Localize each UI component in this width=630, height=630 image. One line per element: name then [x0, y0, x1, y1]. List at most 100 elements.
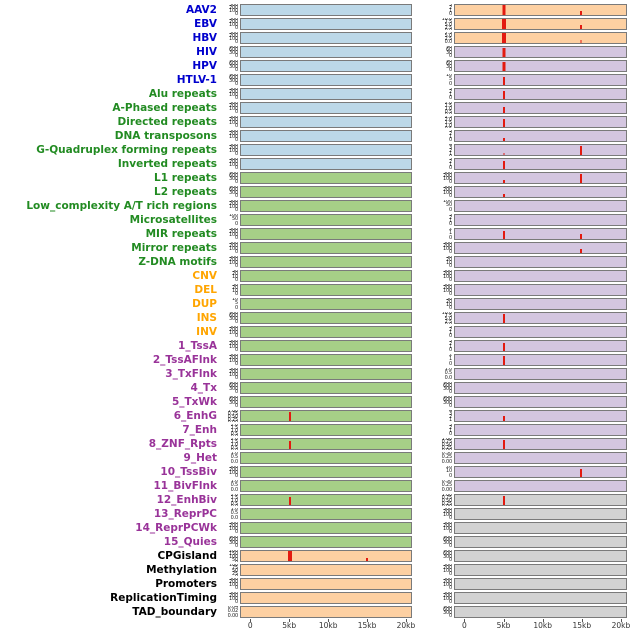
track-panel-left — [240, 60, 412, 72]
y-tick-label: 200 — [229, 369, 238, 376]
signal-peak — [288, 497, 291, 505]
y-tick-label: 100 — [443, 596, 452, 603]
signal-peak — [503, 152, 505, 155]
y-axis-ticks-right: 10.07.55.02.50.0 — [412, 18, 454, 30]
y-axis-ticks-left: 1.0 0.5 0.0 — [220, 452, 240, 464]
x-tick-label: 20kb — [396, 621, 416, 630]
y-axis-ticks-left: 1.0 0.5 0.0 — [220, 508, 240, 520]
y-tick-label: 30 — [446, 256, 452, 260]
signal-peak — [580, 146, 583, 155]
y-tick-label: 200 — [229, 550, 238, 554]
y-tick-label: 2 — [449, 89, 452, 96]
signal-peak — [502, 230, 505, 239]
track-row: Low_complexity A/T rich regions 300 200 100… — [0, 199, 630, 213]
y-axis-ticks-left: 300 200 100 0 — [220, 256, 240, 268]
y-tick-label: 30 — [446, 50, 452, 57]
track-panel-left — [240, 536, 412, 548]
x-tick-label: 0 — [461, 621, 467, 630]
track-row: Inverted repeats 300 200 100 0 3 2 1 0 — [0, 157, 630, 171]
y-tick-label: 150 — [229, 551, 238, 558]
track-panel-right — [454, 298, 627, 310]
track-panel-left — [240, 18, 412, 30]
track-label: 10_TssBiv — [160, 466, 217, 478]
y-tick-label: 200 — [229, 19, 238, 26]
track-label: A-Phased repeats — [112, 102, 217, 114]
y-tick-label: 3 — [449, 214, 452, 218]
track-panel-right — [454, 326, 627, 338]
track-panel-right — [454, 172, 627, 184]
y-tick-label: 200 — [443, 593, 452, 600]
y-tick-label: 0.0 — [230, 486, 239, 492]
y-tick-label: 100 — [229, 204, 238, 211]
y-tick-label: 600 — [443, 397, 452, 404]
y-tick-label: 300 — [443, 386, 452, 393]
x-tick-label: 20kb — [611, 621, 630, 630]
track-panel-right — [454, 256, 627, 268]
y-tick-label: 0 — [449, 403, 452, 408]
track-label: ReplicationTiming — [110, 592, 217, 604]
x-tick-mark — [289, 619, 291, 622]
y-tick-label: 5 — [449, 76, 452, 83]
y-axis-ticks-right: 300 200 100 0 — [412, 592, 454, 604]
track-panel-left — [240, 130, 412, 142]
y-tick-label: 2.5 — [444, 319, 453, 324]
y-tick-label: 0 — [449, 206, 452, 212]
y-tick-label: 300 — [229, 4, 238, 8]
track-row: Promoters 300 200 100 0 300 200 100 0 — [0, 577, 630, 591]
x-tick-mark — [367, 619, 369, 622]
y-axis-ticks-right: 7.5 5.0 2.5 0.0 — [412, 32, 454, 44]
track-panel-left — [240, 172, 412, 184]
signal-peak — [501, 19, 506, 29]
y-tick-label: 1.0 — [230, 498, 239, 505]
y-tick-label: 0 — [235, 333, 238, 338]
y-tick-label: 0 — [449, 234, 452, 240]
y-tick-label: 0 — [235, 403, 238, 408]
y-tick-label: 300 — [229, 386, 238, 393]
track-row: INV 300 200 100 0 3 2 1 0 — [0, 325, 630, 339]
y-tick-label: 600 — [229, 173, 238, 180]
y-tick-label: 0.0 — [230, 514, 239, 520]
track-panel-left — [240, 466, 412, 478]
y-tick-label: 0 — [449, 543, 452, 548]
y-axis-ticks-left: 2.01.51.00.50.0 — [220, 494, 240, 506]
signal-peak — [501, 33, 506, 43]
track-row: CNV 30 20 10 0 300 200 100 0 — [0, 269, 630, 283]
y-tick-label: 100 — [443, 568, 452, 575]
y-tick-label: 7.5 — [444, 32, 453, 36]
x-tick-label: 10kb — [533, 621, 552, 630]
y-tick-label: 0 — [235, 585, 238, 590]
track-row: 10_TssBiv 300 200 100 0 20 10 0 — [0, 465, 630, 479]
y-tick-label: 200 — [443, 187, 452, 194]
y-tick-label: 0 — [235, 67, 238, 72]
y-tick-label: 100 — [229, 330, 238, 337]
y-axis-ticks-left: 1.0 0.5 0.0 — [220, 480, 240, 492]
track-panel-right — [454, 186, 627, 198]
track-panel-right — [454, 144, 627, 156]
y-tick-label: 0 — [449, 333, 452, 338]
y-tick-label: 0 — [235, 137, 238, 142]
y-tick-label: 10 — [232, 288, 238, 295]
y-tick-label: 200 — [229, 243, 238, 250]
signal-peak — [580, 469, 583, 477]
y-tick-label: 200 — [229, 341, 238, 348]
y-tick-label: 0 — [449, 585, 452, 590]
y-tick-label: 100 — [229, 148, 238, 155]
y-axis-ticks-left: 900 600 300 0 — [220, 172, 240, 184]
signal-peak — [502, 5, 506, 15]
y-tick-label: 10 — [446, 468, 452, 475]
track-row: HTLV-1 900 600 300 0 10 5 0 — [0, 73, 630, 87]
y-tick-label: 900 — [229, 186, 238, 190]
y-tick-label: 0.5 — [230, 445, 239, 450]
track-row: DUP 10 5 0 30 20 10 0 — [0, 297, 630, 311]
signal-peak — [288, 440, 291, 449]
y-tick-label: 0 — [449, 137, 452, 142]
y-tick-label: 100 — [443, 526, 452, 533]
signal-peak — [502, 48, 506, 57]
y-tick-label: 10 — [232, 274, 238, 281]
x-axis-left: 0 5kb 10kb 15kb 20kb — [240, 619, 415, 630]
y-tick-label: 5.0 — [444, 33, 453, 40]
y-axis-ticks-right: 2.01.51.00.50.0 — [412, 102, 454, 114]
